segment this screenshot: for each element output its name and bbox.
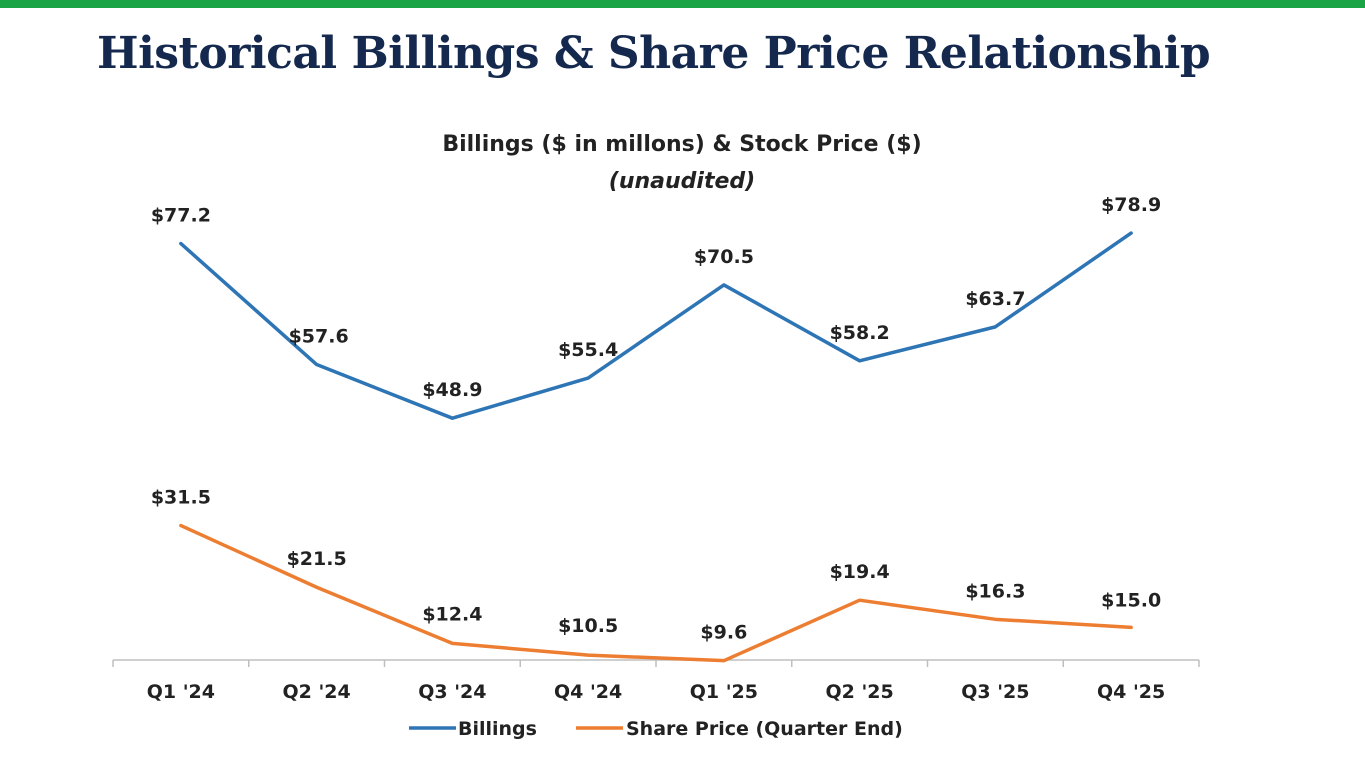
data-label: $31.5 <box>151 487 211 509</box>
data-label: $55.4 <box>558 339 618 361</box>
slide-title: Historical Billings & Share Price Relati… <box>97 28 1211 79</box>
data-label: $48.9 <box>422 379 482 401</box>
data-label: $9.6 <box>700 622 747 644</box>
data-label: $57.6 <box>289 326 349 348</box>
legend-label: Share Price (Quarter End) <box>626 718 903 740</box>
x-tick-label: Q3 '25 <box>961 681 1029 703</box>
legend-label: Billings <box>458 718 537 740</box>
data-label: $19.4 <box>830 561 890 583</box>
data-label: $21.5 <box>287 548 347 570</box>
x-tick-label: Q4 '24 <box>554 681 622 703</box>
series-line-billings <box>179 231 1133 420</box>
data-label: $63.7 <box>965 288 1025 310</box>
data-label: $16.3 <box>965 580 1025 602</box>
top-accent-bar <box>0 0 1365 8</box>
data-label: $77.2 <box>151 205 211 227</box>
x-tick-label: Q4 '25 <box>1097 681 1165 703</box>
x-tick-label: Q1 '24 <box>147 681 215 703</box>
data-label: $12.4 <box>422 603 482 625</box>
x-tick-label: Q2 '25 <box>826 681 894 703</box>
data-label: $70.5 <box>694 246 754 268</box>
series-line-share-price <box>179 523 1133 663</box>
data-label: $78.9 <box>1101 194 1161 216</box>
x-tick-label: Q1 '25 <box>690 681 758 703</box>
data-label: $15.0 <box>1101 589 1161 611</box>
x-tick-label: Q2 '24 <box>283 681 351 703</box>
chart-subtitle: (unaudited) <box>609 169 755 194</box>
data-label: $58.2 <box>830 322 890 344</box>
x-tick-label: Q3 '24 <box>418 681 486 703</box>
chart-title: Billings ($ in millons) & Stock Price ($… <box>442 132 921 157</box>
data-label: $10.5 <box>558 615 618 637</box>
